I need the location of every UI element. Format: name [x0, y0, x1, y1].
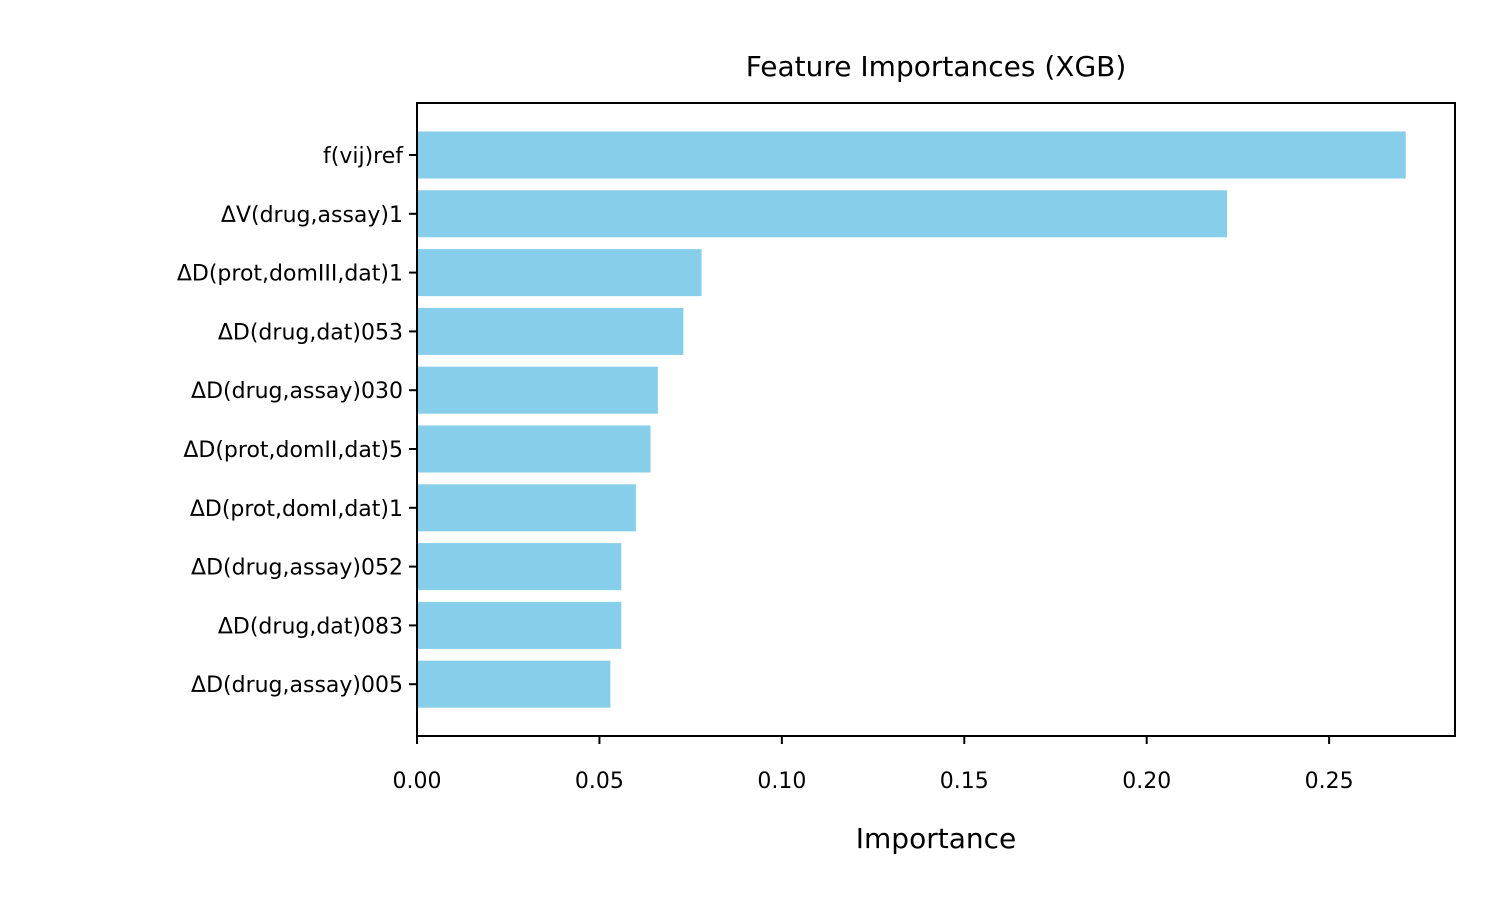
bar-0 [417, 131, 1406, 179]
x-tick-label-0: 0.00 [393, 769, 442, 794]
bar-9 [417, 660, 611, 708]
chart-title: Feature Importances (XGB) [746, 50, 1127, 83]
y-tick-label-6: ΔD(prot,domI,dat)1 [190, 497, 403, 522]
bar-3 [417, 307, 684, 355]
bar-1 [417, 190, 1227, 238]
x-tick-label-1: 0.05 [575, 769, 624, 794]
x-tick-label-2: 0.10 [757, 769, 806, 794]
y-tick-label-9: ΔD(drug,assay)005 [191, 673, 403, 698]
y-tick-label-0: f(vij)ref [323, 144, 404, 169]
x-axis-label: Importance [856, 822, 1016, 855]
bar-5 [417, 425, 651, 473]
y-tick-label-2: ΔD(prot,domIII,dat)1 [177, 262, 403, 287]
y-axis: f(vij)ref ΔV(drug,assay)1 ΔD(prot,domIII,d… [177, 144, 417, 698]
y-tick-label-1: ΔV(drug,assay)1 [221, 203, 403, 228]
x-tick-label-5: 0.25 [1305, 769, 1354, 794]
y-tick-label-4: ΔD(drug,assay)030 [191, 379, 403, 404]
bar-7 [417, 543, 622, 591]
x-tick-label-3: 0.15 [940, 769, 989, 794]
y-tick-label-7: ΔD(drug,assay)052 [191, 556, 403, 581]
plot-frame [416, 102, 1456, 737]
y-tick-label-3: ΔD(drug,dat)053 [218, 320, 403, 345]
y-tick-label-8: ΔD(drug,dat)083 [218, 614, 403, 639]
bars-layer [417, 131, 1406, 708]
bar-4 [417, 366, 658, 414]
bar-6 [417, 484, 636, 532]
x-axis: 0.00 0.05 0.10 0.15 0.20 0.25 [393, 736, 1354, 794]
x-tick-label-4: 0.20 [1122, 769, 1171, 794]
y-tick-label-5: ΔD(prot,domII,dat)5 [183, 438, 403, 463]
bar-8 [417, 601, 622, 649]
bar-2 [417, 249, 702, 297]
